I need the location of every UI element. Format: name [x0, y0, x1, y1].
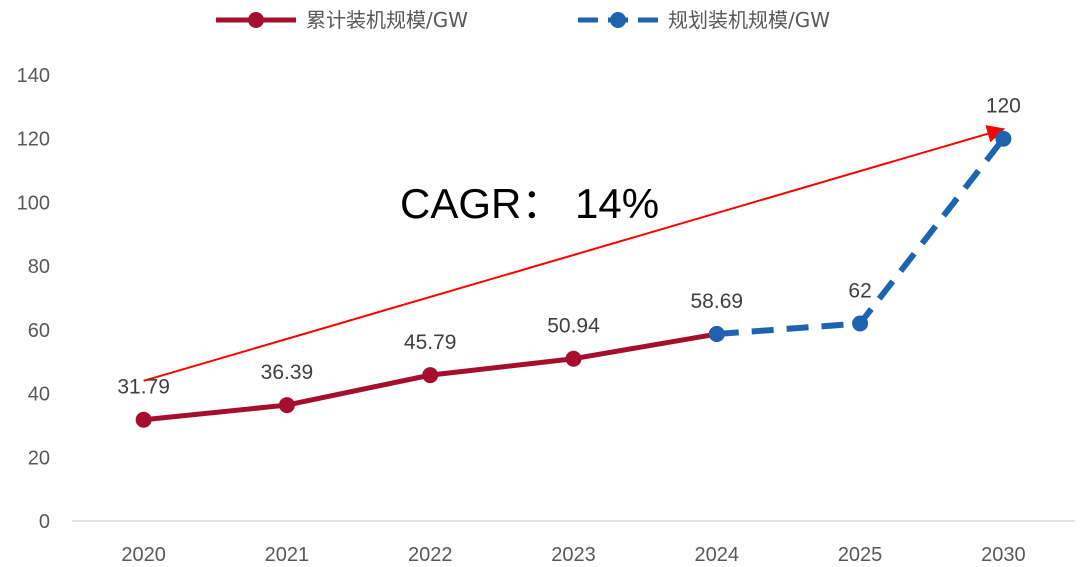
cagr-annotation: CAGR： 14% [143, 125, 1006, 382]
legend-marker-2 [610, 12, 626, 28]
data-label: 58.69 [691, 290, 744, 313]
data-point [852, 315, 869, 332]
data-label: 120 [986, 95, 1021, 118]
data-label: 62 [848, 279, 871, 302]
legend: 累计装机规模/GW 规划装机规模/GW [216, 8, 830, 32]
x-tick-label: 2030 [981, 544, 1026, 566]
legend-label-1: 累计装机规模/GW [306, 8, 468, 32]
x-tick-label: 2024 [695, 544, 740, 566]
x-tick-label: 2022 [408, 544, 453, 566]
data-point [278, 397, 295, 414]
y-axis: 0 20 40 60 80 100 120 140 [17, 65, 50, 533]
data-point [135, 411, 152, 428]
data-label: 36.39 [261, 361, 314, 384]
x-tick-label: 2020 [121, 544, 166, 566]
cagr-text: CAGR： 14% [400, 180, 659, 227]
y-tick-label: 120 [17, 129, 50, 151]
y-tick-label: 20 [28, 447, 50, 469]
y-tick-label: 0 [39, 511, 50, 533]
series-line-2 [716, 136, 1006, 338]
x-axis: 2020 2021 2022 2023 2024 2025 2030 [72, 520, 1075, 566]
data-point [708, 326, 725, 343]
data-labels: 31.79 36.39 45.79 50.94 58.69 62 120 [117, 95, 1021, 399]
y-tick-label: 60 [28, 320, 50, 342]
series-layer [135, 130, 1012, 428]
cagr-arrow [143, 125, 1006, 382]
data-point [565, 350, 582, 367]
y-tick-label: 140 [17, 65, 50, 87]
data-label: 45.79 [404, 331, 457, 354]
data-point [995, 130, 1012, 147]
data-label: 50.94 [547, 315, 600, 338]
x-tick-label: 2021 [265, 544, 310, 566]
y-tick-label: 40 [28, 384, 50, 406]
y-tick-label: 100 [17, 192, 50, 214]
data-label: 31.79 [117, 376, 170, 399]
legend-marker-1 [248, 12, 264, 28]
data-point [422, 367, 439, 384]
x-tick-label: 2023 [551, 544, 596, 566]
x-tick-label: 2025 [838, 544, 883, 566]
legend-label-2: 规划装机规模/GW [668, 8, 830, 32]
y-tick-label: 80 [28, 256, 50, 278]
